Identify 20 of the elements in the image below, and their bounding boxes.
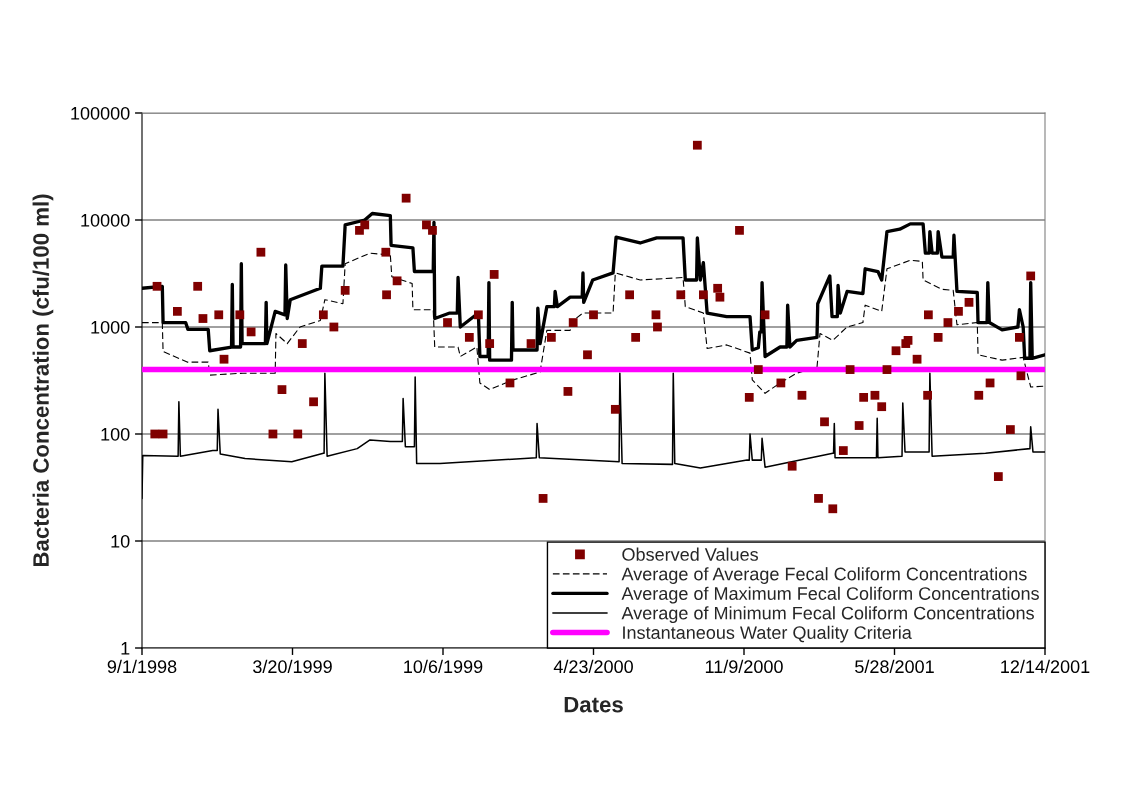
x-tick-label: 3/20/1999 xyxy=(253,659,332,674)
x-tick-label: 5/28/2001 xyxy=(855,659,934,674)
x-tick-label: 4/23/2000 xyxy=(553,659,633,674)
x-tick-label: 11/9/2000 xyxy=(705,659,783,674)
x-tick-label: 10/6/1999 xyxy=(404,659,483,674)
y-tick-label: 10000 xyxy=(81,213,130,227)
legend-label: Average of Maximum Fecal Coliform Concentrations xyxy=(621,586,1039,604)
y-tick-label: 10 xyxy=(111,534,130,548)
legend-label: Average of Minimum Fecal Coliform Concentrations xyxy=(621,606,1034,624)
y-tick-label: 100 xyxy=(101,427,130,441)
legend-label: Instantaneous Water Quality Criteria xyxy=(623,625,912,643)
x-tick-label: 9/1/1998 xyxy=(107,659,177,674)
y-tick-label: 1 xyxy=(121,642,130,655)
legend-label: Observed Values xyxy=(622,547,758,561)
y-axis-title: Bacteria Concentration (cfu/100 ml) xyxy=(32,194,54,567)
y-tick-label: 1000 xyxy=(91,320,130,334)
legend-label: Average of Average Fecal Coliform Concentrations xyxy=(621,567,1027,584)
x-tick-label: 12/14/2001 xyxy=(1001,659,1090,674)
x-axis-title: Dates xyxy=(564,696,623,713)
y-tick-label: 100000 xyxy=(71,106,130,120)
